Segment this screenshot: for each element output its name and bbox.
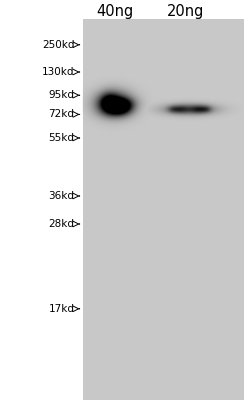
Text: 20ng: 20ng bbox=[167, 4, 204, 19]
Text: 55kd: 55kd bbox=[48, 133, 74, 143]
Text: 250kd: 250kd bbox=[42, 40, 74, 50]
Text: 17kd: 17kd bbox=[48, 304, 74, 314]
Text: 28kd: 28kd bbox=[48, 219, 74, 229]
Text: 40ng: 40ng bbox=[96, 4, 133, 19]
Text: 130kd: 130kd bbox=[42, 67, 74, 77]
Text: 72kd: 72kd bbox=[48, 110, 74, 120]
FancyBboxPatch shape bbox=[83, 19, 244, 400]
Text: 95kd: 95kd bbox=[48, 90, 74, 100]
Text: 36kd: 36kd bbox=[48, 191, 74, 201]
